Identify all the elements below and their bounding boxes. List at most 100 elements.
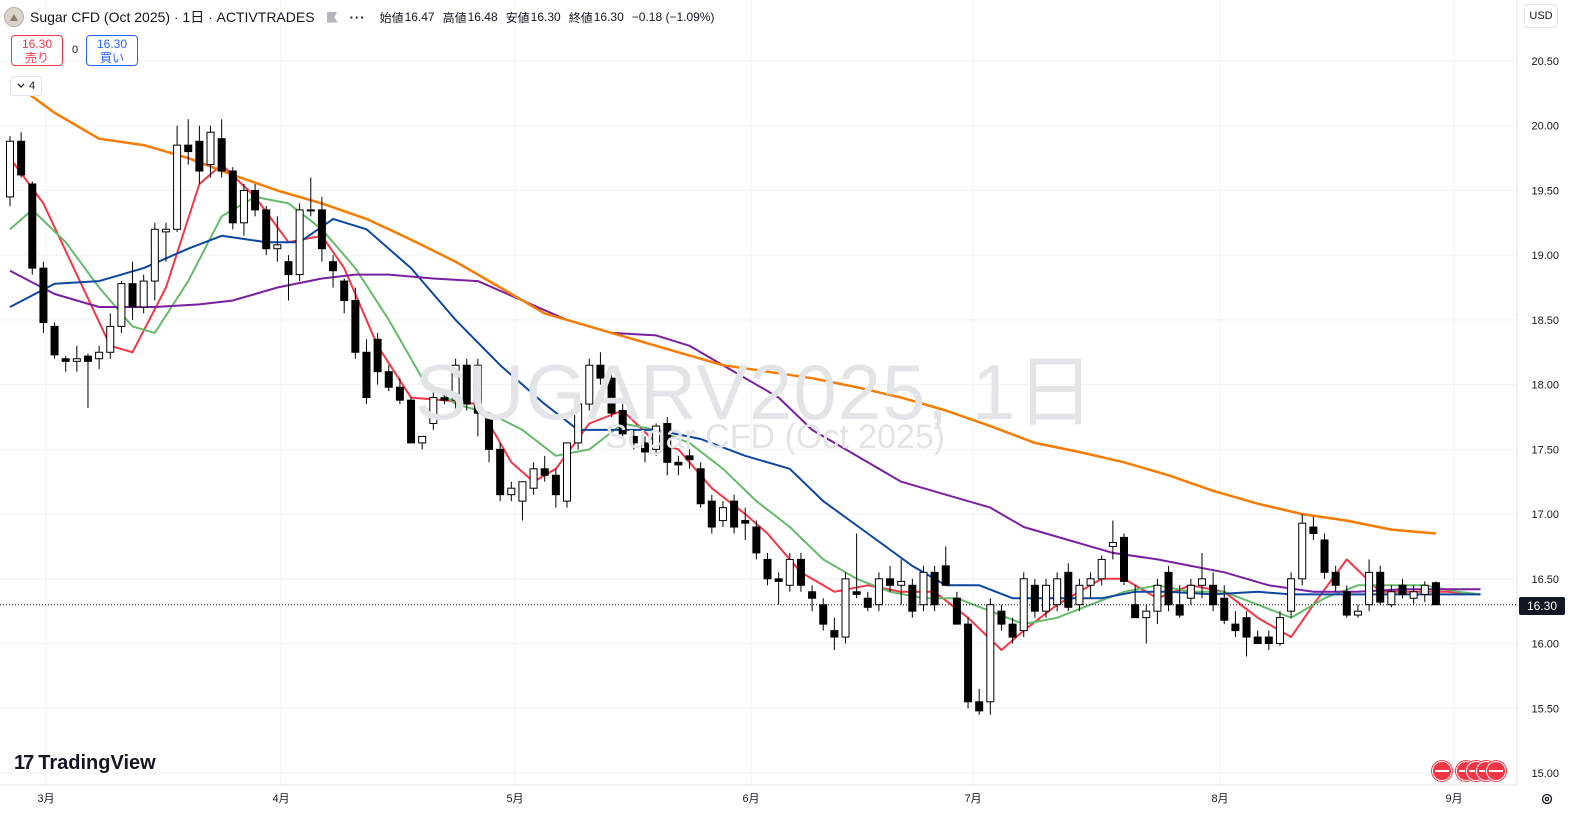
candle-body[interactable] — [975, 701, 984, 712]
candle-body[interactable] — [284, 261, 293, 276]
indicators-collapse-button[interactable]: 4 — [10, 76, 42, 96]
candle-body[interactable] — [1264, 636, 1273, 645]
candle-body[interactable] — [997, 610, 1006, 625]
candle-body[interactable] — [663, 422, 672, 463]
candle-body[interactable] — [585, 364, 594, 405]
candle-body[interactable] — [306, 209, 315, 212]
candle-body[interactable] — [184, 144, 193, 153]
candle-body[interactable] — [1186, 584, 1195, 599]
candle-body[interactable] — [1142, 610, 1151, 619]
candle-body[interactable] — [384, 371, 393, 388]
candle-body[interactable] — [1298, 522, 1307, 580]
candle-body[interactable] — [351, 299, 360, 353]
candle-body[interactable] — [629, 435, 638, 444]
us-flag-icon[interactable] — [1486, 761, 1506, 781]
gear-icon[interactable] — [1536, 788, 1558, 810]
candle-body[interactable] — [1197, 578, 1206, 586]
tradingview-logo[interactable]: 17 TradingView — [14, 752, 156, 775]
candle-body[interactable] — [685, 455, 694, 461]
candle-body[interactable] — [540, 468, 549, 476]
candle-body[interactable] — [796, 558, 805, 586]
candle-body[interactable] — [139, 280, 148, 308]
candle-body[interactable] — [362, 351, 371, 399]
candle-body[interactable] — [473, 364, 482, 414]
candle-body[interactable] — [317, 209, 326, 250]
candle-body[interactable] — [496, 448, 505, 496]
candle-body[interactable] — [1075, 584, 1084, 606]
candle-body[interactable] — [1309, 526, 1318, 535]
candle-body[interactable] — [106, 325, 115, 353]
candle-body[interactable] — [295, 209, 304, 276]
candle-body[interactable] — [50, 325, 59, 356]
candle-body[interactable] — [1275, 617, 1284, 645]
candle-body[interactable] — [395, 386, 404, 401]
candle-body[interactable] — [1220, 597, 1229, 621]
candle-body[interactable] — [618, 410, 627, 435]
candle-body[interactable] — [1120, 536, 1128, 582]
sell-button[interactable]: 16.30 売り — [11, 35, 63, 66]
candle-body[interactable] — [340, 280, 349, 301]
candle-body[interactable] — [1153, 584, 1162, 612]
candle-body[interactable] — [195, 140, 204, 172]
candle-body[interactable] — [1387, 591, 1396, 606]
candle-body[interactable] — [1320, 539, 1329, 573]
candle-body[interactable] — [718, 507, 727, 522]
candle-body[interactable] — [206, 131, 215, 166]
candle-body[interactable] — [440, 397, 449, 401]
candle-body[interactable] — [39, 267, 48, 323]
candle-body[interactable] — [741, 520, 750, 524]
candle-body[interactable] — [596, 364, 605, 379]
candle-body[interactable] — [874, 578, 883, 606]
candle-body[interactable] — [407, 399, 416, 444]
candle-body[interactable] — [607, 377, 616, 414]
candle-body[interactable] — [1131, 604, 1140, 619]
interval-label[interactable]: 1日 — [182, 9, 205, 25]
candle-body[interactable] — [964, 623, 973, 703]
candle-body[interactable] — [1019, 578, 1028, 632]
candle-body[interactable] — [696, 468, 705, 505]
candle-body[interactable] — [819, 604, 828, 625]
candle-body[interactable] — [1376, 571, 1385, 603]
more-icon[interactable]: ··· — [349, 9, 366, 25]
candle-body[interactable] — [863, 597, 872, 608]
candle-body[interactable] — [1431, 582, 1440, 606]
candle-body[interactable] — [1064, 571, 1073, 608]
candle-body[interactable] — [61, 358, 70, 362]
candle-body[interactable] — [1086, 578, 1095, 586]
candle-body[interactable] — [451, 364, 460, 401]
candle-body[interactable] — [1231, 623, 1240, 632]
candle-body[interactable] — [228, 170, 237, 224]
candle-body[interactable] — [886, 578, 895, 586]
candle-body[interactable] — [1342, 591, 1351, 616]
candle-body[interactable] — [652, 425, 661, 450]
candle-body[interactable] — [707, 500, 716, 528]
candle-body[interactable] — [908, 584, 917, 612]
candle-body[interactable] — [429, 397, 438, 424]
candle-body[interactable] — [1287, 578, 1296, 612]
candle-body[interactable] — [730, 500, 739, 528]
candle-body[interactable] — [551, 474, 560, 496]
candle-body[interactable] — [1331, 571, 1340, 586]
candle-body[interactable] — [6, 140, 14, 198]
candle-body[interactable] — [273, 244, 282, 250]
symbol-title[interactable]: Sugar CFD (Oct 2025) — [30, 9, 171, 25]
candle-body[interactable] — [1108, 542, 1117, 547]
candle-body[interactable] — [485, 416, 494, 450]
candle-body[interactable] — [251, 189, 260, 211]
candle-body[interactable] — [161, 228, 170, 233]
candle-body[interactable] — [930, 571, 939, 606]
candle-body[interactable] — [763, 558, 772, 580]
candle-body[interactable] — [774, 578, 783, 582]
candle-body[interactable] — [1097, 558, 1106, 580]
candle-body[interactable] — [1365, 571, 1374, 606]
candle-body[interactable] — [1409, 591, 1418, 599]
candle-body[interactable] — [462, 364, 471, 405]
candle-body[interactable] — [752, 526, 761, 554]
candle-body[interactable] — [841, 578, 850, 638]
buy-button[interactable]: 16.30 買い — [86, 35, 138, 66]
candle-body[interactable] — [674, 461, 683, 466]
candle-body[interactable] — [1209, 584, 1218, 606]
candle-body[interactable] — [173, 144, 182, 230]
candle-body[interactable] — [640, 442, 649, 453]
